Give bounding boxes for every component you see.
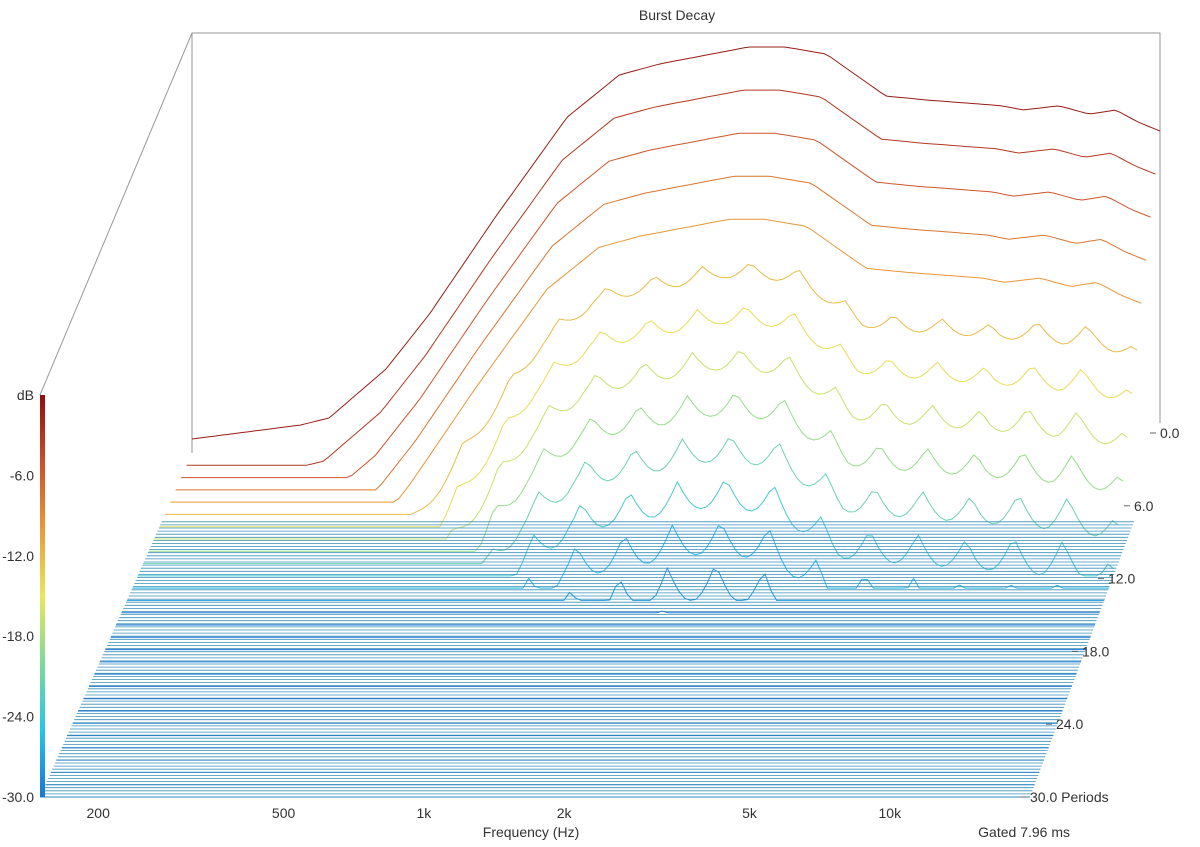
x-tick-label: 5k xyxy=(742,805,758,821)
decay-slice xyxy=(170,218,1142,503)
depth-axis-ticks: 0.0 6.0 12.0 18.0 24.0 30.0 Periods xyxy=(1020,425,1180,805)
depth-tick-label: 24.0 xyxy=(1056,716,1083,732)
decay-slice xyxy=(186,89,1156,466)
back-wall xyxy=(191,32,1161,453)
x-tick-label: 1k xyxy=(417,805,433,821)
decay-slice xyxy=(143,437,1119,565)
decay-slice xyxy=(121,610,1100,614)
depth-tick-label: 0.0 xyxy=(1160,425,1180,441)
x-tick-label: 2k xyxy=(557,805,573,821)
depth-tick-label: 18.0 xyxy=(1082,643,1109,659)
side-edge xyxy=(39,32,193,396)
colorbar: dB -6.0 -12.0 -18.0 -24.0 -30.0 xyxy=(2,387,45,805)
colorbar-tick-label: -12.0 xyxy=(2,548,34,564)
decay-slice xyxy=(181,132,1151,479)
decay-slice xyxy=(148,394,1124,552)
colorbar-gradient xyxy=(40,395,45,797)
decay-slice xyxy=(159,307,1133,528)
decay-slice xyxy=(132,523,1109,589)
depth-tick-label: 6.0 xyxy=(1134,498,1154,514)
decay-slices xyxy=(40,46,1161,798)
x-tick-label: 200 xyxy=(87,805,111,821)
decay-slice xyxy=(154,351,1128,540)
x-axis-label: Frequency (Hz) xyxy=(483,824,579,840)
depth-tick-label: 30.0 Periods xyxy=(1030,789,1109,805)
x-axis-ticks: 200 500 1k 2k 5k 10k xyxy=(87,805,903,821)
decay-slice xyxy=(175,175,1147,491)
chart-title: Burst Decay xyxy=(639,7,715,23)
colorbar-tick-label: -6.0 xyxy=(10,467,34,483)
decay-slice xyxy=(126,566,1105,601)
plot-frame xyxy=(39,32,1161,453)
x-tick-label: 500 xyxy=(272,805,296,821)
colorbar-unit: dB xyxy=(17,387,34,403)
colorbar-tick-label: -30.0 xyxy=(2,789,34,805)
colorbar-tick-label: -18.0 xyxy=(2,628,34,644)
depth-tick-label: 12.0 xyxy=(1108,571,1135,587)
x-tick-label: 10k xyxy=(879,805,903,821)
decay-slice xyxy=(164,264,1138,515)
gated-note: Gated 7.96 ms xyxy=(978,824,1070,840)
decay-slice xyxy=(137,480,1114,577)
decay-slice xyxy=(191,46,1161,440)
colorbar-tick-label: -24.0 xyxy=(2,709,34,725)
